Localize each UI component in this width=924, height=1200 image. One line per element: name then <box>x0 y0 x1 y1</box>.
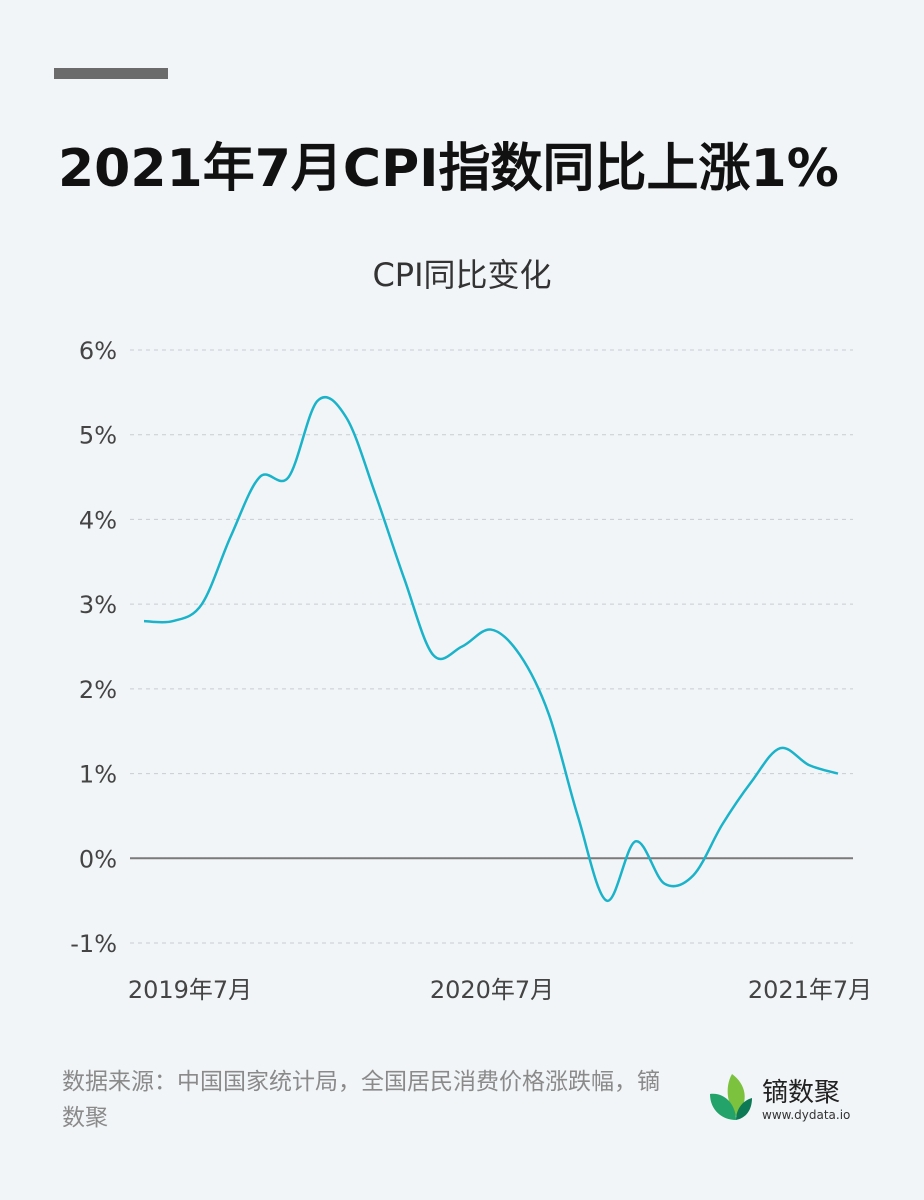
data-point <box>142 619 146 623</box>
data-source-note: 数据来源：中国国家统计局，全国居民消费价格涨跌幅，镝数聚 <box>62 1069 660 1131</box>
data-point <box>431 653 435 657</box>
y-tick-label: 5% <box>79 422 117 450</box>
data-point <box>171 619 175 623</box>
x-tick-label: 2021年7月 <box>748 976 872 1004</box>
data-point <box>634 839 638 843</box>
data-point <box>316 399 320 403</box>
logo-name: 镝数聚 <box>762 1078 841 1108</box>
data-point <box>229 534 233 538</box>
brand-logo: 镝数聚 www.dydata.io <box>706 1070 866 1130</box>
data-point <box>691 873 695 877</box>
data-point <box>836 772 840 776</box>
logo-url: www.dydata.io <box>762 1108 851 1122</box>
data-point <box>402 577 406 581</box>
y-tick-label: 3% <box>79 591 117 619</box>
data-point <box>460 645 464 649</box>
data-point <box>807 763 811 767</box>
y-tick-label: 2% <box>79 676 117 704</box>
x-tick-label: 2020年7月 <box>430 976 554 1004</box>
data-point <box>605 899 609 903</box>
y-tick-label: 0% <box>79 845 117 873</box>
data-point <box>778 746 782 750</box>
data-point <box>749 780 753 784</box>
leaf-logo-icon <box>710 1074 752 1120</box>
data-point <box>373 492 377 496</box>
decorative-top-bar <box>54 68 168 79</box>
data-point <box>287 475 291 479</box>
data-point <box>547 712 551 716</box>
data-point <box>200 602 204 606</box>
data-point <box>489 628 493 632</box>
data-point <box>344 416 348 420</box>
y-tick-label: 1% <box>79 761 117 789</box>
page-title: 2021年7月CPI指数同比上涨1% <box>58 139 839 199</box>
cpi-series-line <box>143 395 839 902</box>
chart-title: CPI同比变化 <box>372 256 552 294</box>
data-point <box>576 814 580 818</box>
data-point <box>663 882 667 886</box>
x-tick-label: 2019年7月 <box>128 976 252 1004</box>
data-point <box>518 653 522 657</box>
y-tick-label: 6% <box>79 337 117 365</box>
y-tick-label: -1% <box>70 930 117 958</box>
cpi-line-chart: -1% 0% 1% 2% 3% 4% 5% 6% 2019年7月 2020年7月 2021年7月 <box>70 337 872 1004</box>
data-point <box>258 475 262 479</box>
data-point <box>720 822 724 826</box>
y-tick-label: 4% <box>79 506 117 534</box>
